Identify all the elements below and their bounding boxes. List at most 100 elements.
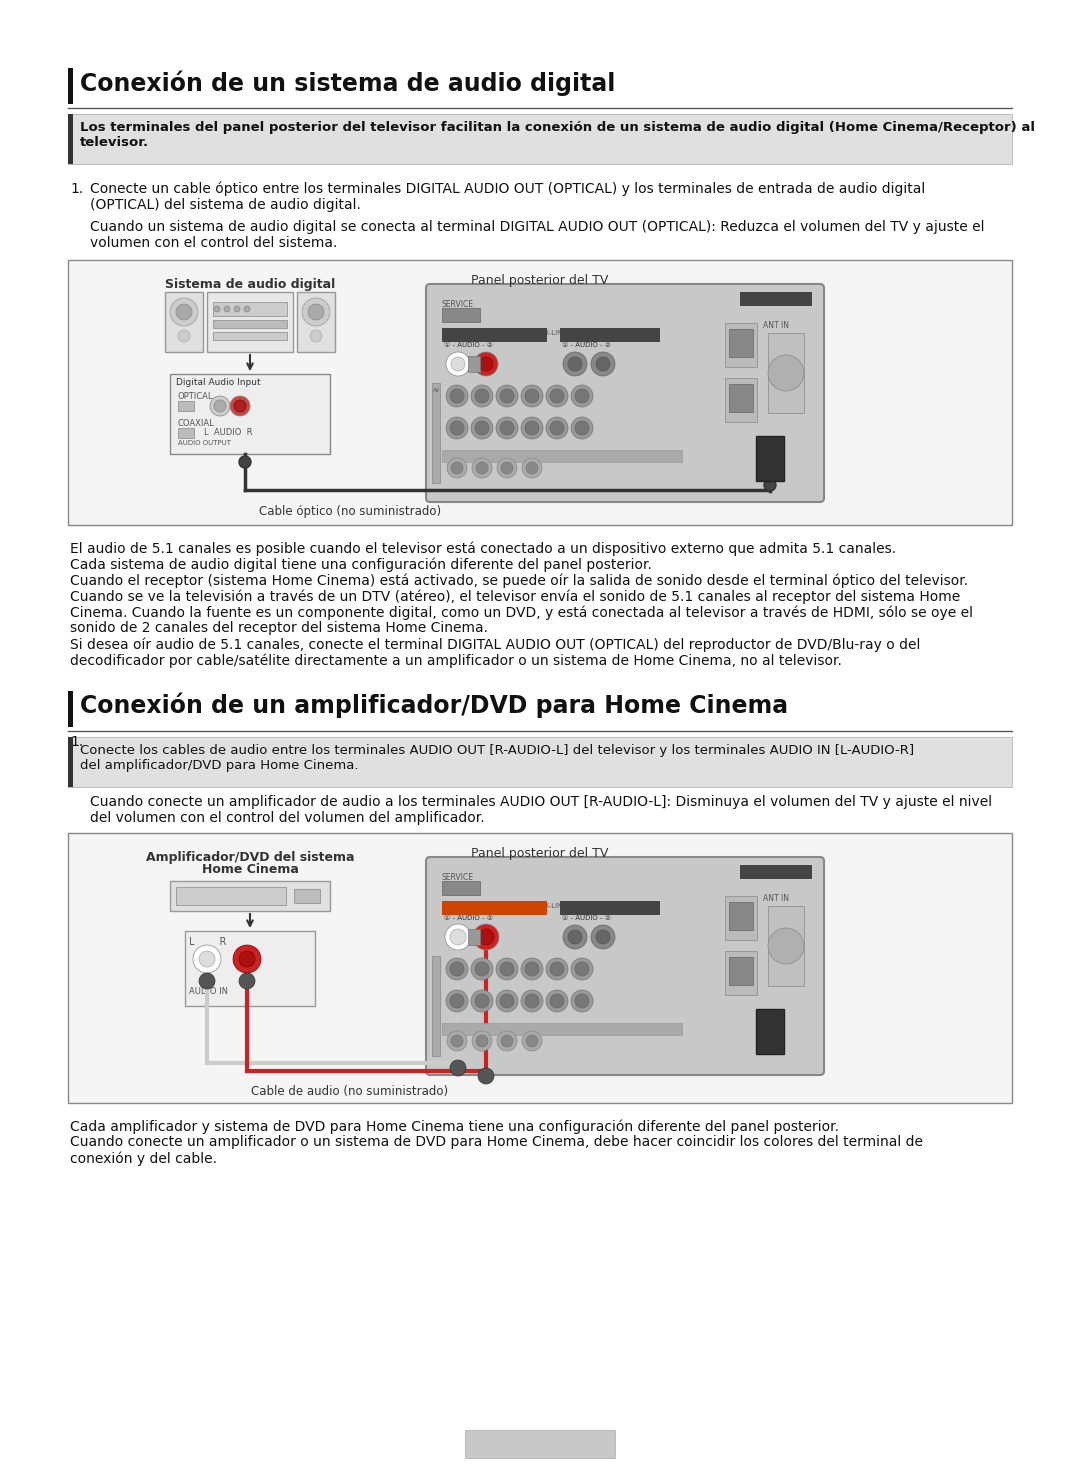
Circle shape: [496, 385, 518, 408]
Text: AUDIO: AUDIO: [758, 1021, 774, 1026]
Bar: [432, 956, 440, 1057]
Bar: [561, 901, 660, 914]
Bar: [740, 865, 812, 879]
Circle shape: [550, 962, 564, 977]
Text: Digital Audio Input: Digital Audio Input: [176, 378, 260, 387]
Circle shape: [230, 396, 249, 416]
Circle shape: [450, 962, 464, 977]
Circle shape: [525, 421, 539, 436]
Text: sonido de 2 canales del receptor del sistema Home Cinema.: sonido de 2 canales del receptor del sis…: [70, 621, 488, 634]
Bar: [185, 931, 315, 1006]
Bar: [68, 737, 73, 787]
Bar: [442, 880, 480, 895]
Bar: [725, 378, 757, 422]
Circle shape: [575, 994, 589, 1008]
Circle shape: [239, 951, 255, 966]
Bar: [725, 951, 757, 994]
Bar: [725, 323, 757, 368]
Text: Español - 14: Español - 14: [491, 1438, 589, 1451]
Text: HDMI IN: HDMI IN: [744, 293, 778, 302]
Bar: [442, 451, 681, 462]
Bar: [165, 292, 203, 353]
Bar: [468, 929, 480, 946]
Circle shape: [445, 923, 471, 950]
Circle shape: [193, 946, 221, 974]
Circle shape: [244, 305, 249, 313]
Text: AUDIO: AUDIO: [758, 448, 774, 453]
Circle shape: [500, 421, 514, 436]
Circle shape: [501, 462, 513, 474]
Bar: [442, 1023, 681, 1034]
Text: AV: AV: [433, 388, 441, 393]
Circle shape: [234, 400, 246, 412]
Circle shape: [178, 330, 190, 342]
Circle shape: [521, 416, 543, 439]
Circle shape: [475, 994, 489, 1008]
Text: conexión y del cable.: conexión y del cable.: [70, 1152, 217, 1165]
Text: televisor.: televisor.: [80, 136, 149, 150]
Bar: [432, 382, 440, 483]
Circle shape: [446, 416, 468, 439]
Bar: [442, 328, 546, 342]
Circle shape: [521, 957, 543, 980]
Circle shape: [199, 951, 215, 966]
Circle shape: [450, 994, 464, 1008]
Circle shape: [522, 1031, 542, 1051]
Text: AUDIO OUT: AUDIO OUT: [446, 903, 486, 908]
Bar: [442, 308, 480, 322]
Circle shape: [224, 305, 230, 313]
Bar: [768, 906, 804, 986]
Circle shape: [550, 421, 564, 436]
Circle shape: [471, 416, 492, 439]
Text: DIGITAL: DIGITAL: [758, 440, 778, 445]
Bar: [68, 68, 73, 104]
Text: volumen con el control del sistema.: volumen con el control del sistema.: [90, 236, 337, 250]
Circle shape: [546, 990, 568, 1012]
Circle shape: [199, 974, 215, 988]
Text: del volumen con el control del volumen del amplificador.: del volumen con el control del volumen d…: [90, 811, 485, 825]
Circle shape: [497, 458, 517, 479]
Circle shape: [521, 990, 543, 1012]
Circle shape: [214, 400, 226, 412]
Text: Amplificador/DVD del sistema: Amplificador/DVD del sistema: [146, 851, 354, 864]
Circle shape: [768, 928, 804, 963]
Bar: [297, 292, 335, 353]
Bar: [68, 691, 73, 728]
Text: Conecte un cable óptico entre los terminales DIGITAL AUDIO OUT (OPTICAL) y los t: Conecte un cable óptico entre los termin…: [90, 182, 926, 197]
Circle shape: [451, 462, 463, 474]
FancyBboxPatch shape: [426, 285, 824, 502]
Circle shape: [591, 353, 615, 376]
Text: Cuando se ve la televisión a través de un DTV (atéreo), el televisor envía el so: Cuando se ve la televisión a través de u…: [70, 588, 960, 603]
Bar: [725, 897, 757, 940]
Circle shape: [764, 479, 777, 491]
Circle shape: [571, 990, 593, 1012]
Circle shape: [525, 994, 539, 1008]
Text: Cuando conecte un amplificador de audio a los terminales AUDIO OUT [R-AUDIO-L]: : Cuando conecte un amplificador de audio …: [90, 794, 993, 809]
Circle shape: [472, 1031, 492, 1051]
Circle shape: [563, 353, 588, 376]
Bar: [768, 333, 804, 413]
Circle shape: [478, 1069, 494, 1083]
Circle shape: [478, 929, 494, 946]
Text: DIGITAL: DIGITAL: [758, 1014, 778, 1018]
Bar: [729, 384, 753, 412]
Circle shape: [575, 421, 589, 436]
Circle shape: [450, 929, 465, 946]
Text: decodificador por cable/satélite directamente a un amplificador o un sistema de : decodificador por cable/satélite directa…: [70, 654, 842, 667]
Circle shape: [234, 305, 240, 313]
Circle shape: [526, 1034, 538, 1046]
Text: AUDIO OUT: AUDIO OUT: [446, 330, 486, 336]
Text: HDMI IN: HDMI IN: [744, 867, 778, 876]
Text: Panel posterior del TV: Panel posterior del TV: [471, 274, 609, 288]
Text: (OPTICAL) del sistema de audio digital.: (OPTICAL) del sistema de audio digital.: [90, 199, 361, 212]
Text: Conexión de un amplificador/DVD para Home Cinema: Conexión de un amplificador/DVD para Hom…: [80, 694, 788, 719]
Circle shape: [451, 1034, 463, 1046]
Circle shape: [446, 990, 468, 1012]
Circle shape: [473, 923, 499, 950]
Circle shape: [501, 1034, 513, 1046]
Bar: [178, 428, 194, 439]
Bar: [68, 737, 1012, 787]
Circle shape: [575, 962, 589, 977]
Text: Conexión de un sistema de audio digital: Conexión de un sistema de audio digital: [80, 70, 616, 95]
Bar: [729, 903, 753, 931]
